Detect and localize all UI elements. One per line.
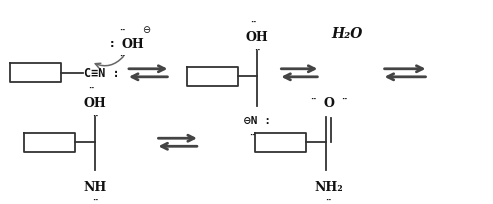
Text: C≡N :: C≡N : (84, 67, 120, 80)
Text: H₂O: H₂O (332, 27, 363, 40)
Text: :: : (109, 39, 114, 48)
Text: ··: ·· (341, 95, 348, 104)
Text: ⊖: ⊖ (141, 25, 150, 35)
Text: O: O (323, 96, 334, 109)
Text: NH₂: NH₂ (314, 180, 343, 193)
Text: ··: ·· (119, 27, 125, 36)
Text: ··: ·· (92, 113, 98, 122)
Text: ··: ·· (310, 95, 317, 104)
Text: ··: ·· (92, 196, 98, 204)
Text: ··: ·· (119, 52, 125, 61)
Text: OH: OH (84, 96, 106, 109)
Text: OH: OH (121, 38, 144, 51)
Text: ··: ·· (325, 196, 332, 204)
Text: OH: OH (246, 31, 269, 43)
Text: ··: ·· (250, 19, 257, 28)
Text: ··: ·· (254, 47, 261, 56)
Text: ⊖N :: ⊖N : (244, 116, 271, 126)
Text: ··: ·· (88, 84, 94, 93)
Text: NH: NH (83, 180, 106, 193)
Text: ··: ·· (249, 131, 256, 140)
